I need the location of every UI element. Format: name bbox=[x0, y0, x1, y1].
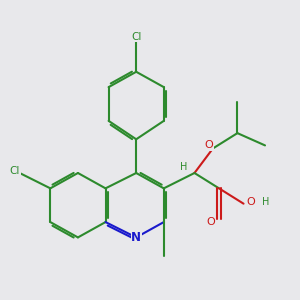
Text: O: O bbox=[206, 217, 215, 227]
Text: Cl: Cl bbox=[131, 32, 141, 41]
Text: H: H bbox=[262, 197, 269, 207]
Text: O: O bbox=[205, 140, 214, 150]
Text: N: N bbox=[131, 231, 141, 244]
Text: Cl: Cl bbox=[10, 167, 20, 176]
Text: H: H bbox=[180, 162, 188, 172]
Text: O: O bbox=[246, 197, 255, 207]
